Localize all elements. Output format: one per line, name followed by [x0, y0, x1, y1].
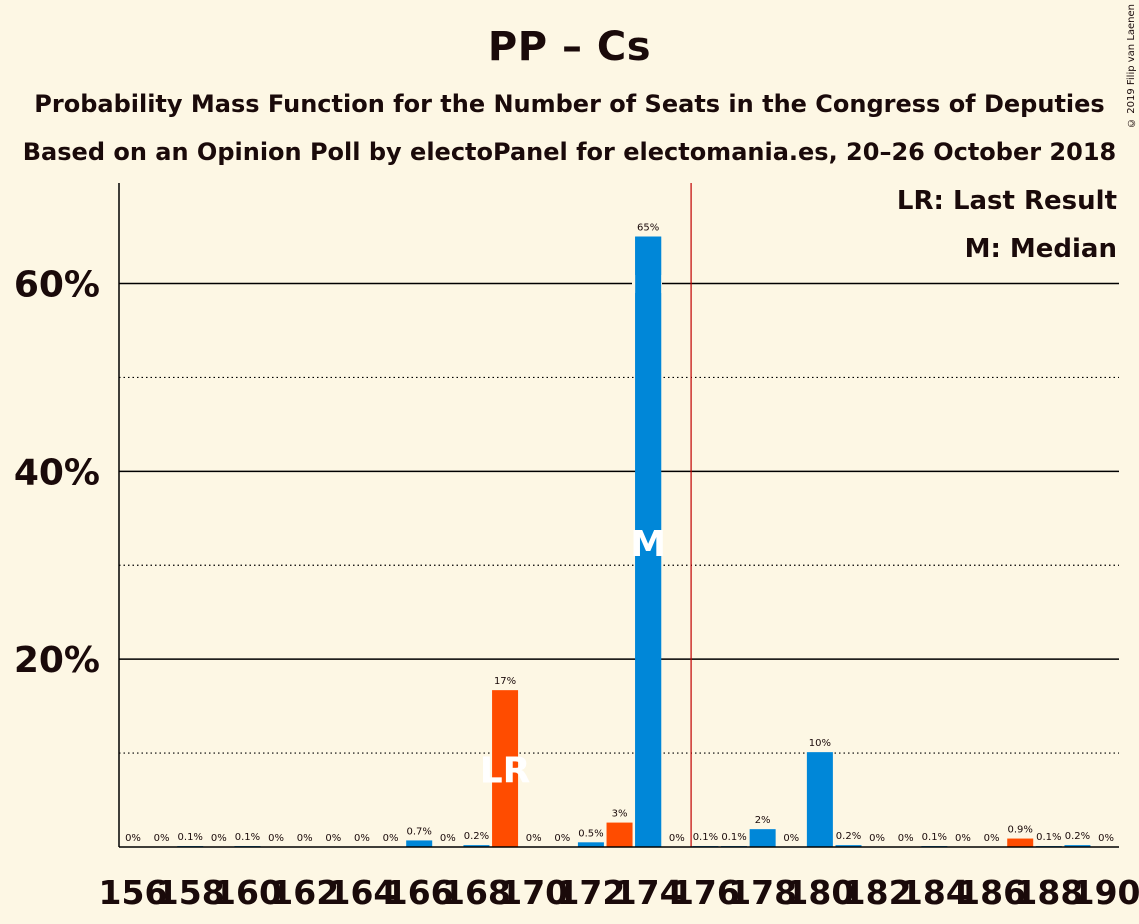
- x-tick-label: 186: [957, 873, 1026, 912]
- chart-title: PP – Cs: [487, 24, 652, 70]
- x-tick-label: 162: [270, 873, 339, 912]
- chart-subtitle-1: Probability Mass Function for the Number…: [34, 90, 1105, 118]
- median-marker: M: [630, 524, 666, 565]
- bar-value-label: 10%: [809, 738, 831, 749]
- bar-value-label: 0.2%: [836, 831, 861, 842]
- bar-value-label: 0%: [669, 833, 685, 844]
- x-tick-label: 182: [843, 873, 912, 912]
- bar-value-label: 0.1%: [922, 832, 947, 843]
- bar-value-label: 0.1%: [1036, 832, 1061, 843]
- x-tick-label: 180: [785, 873, 854, 912]
- bar-seat-178: [749, 829, 776, 847]
- bar-value-label: 0%: [783, 833, 799, 844]
- x-tick-label: 164: [328, 873, 397, 912]
- y-tick-label: 20%: [14, 640, 100, 681]
- bar-value-label: 0%: [1098, 833, 1114, 844]
- x-tick-label: 168: [442, 873, 511, 912]
- bar-value-label: 0.1%: [721, 832, 746, 843]
- bar-value-label: 0%: [955, 833, 971, 844]
- bar-value-label: 2%: [755, 815, 771, 826]
- bar-value-label: 0%: [211, 833, 227, 844]
- bar-value-label: 0%: [354, 833, 370, 844]
- x-tick-label: 160: [213, 873, 282, 912]
- bar-median-seat: [635, 236, 662, 847]
- bar-seat-181: [835, 845, 862, 847]
- bar-value-label: 0%: [383, 833, 399, 844]
- bar-seat-173: [606, 822, 633, 847]
- bar-value-label: 0%: [898, 833, 914, 844]
- bar-value-label: 0.1%: [235, 832, 260, 843]
- bar-value-label: 0%: [554, 833, 570, 844]
- bar-seat-187: [1007, 838, 1034, 847]
- x-tick-label: 178: [728, 873, 797, 912]
- x-tick-label: 172: [556, 873, 625, 912]
- bar-value-label: 0.7%: [406, 826, 431, 837]
- bar-seat-189: [1064, 845, 1091, 847]
- bar-value-label: 17%: [494, 676, 516, 687]
- bar-value-label: 0%: [984, 833, 1000, 844]
- bar-value-label: 0%: [526, 833, 542, 844]
- bar-value-label: 3%: [612, 809, 628, 820]
- x-tick-label: 156: [99, 873, 168, 912]
- bar-value-label: 0.2%: [1065, 831, 1090, 842]
- x-tick-label: 170: [499, 873, 568, 912]
- chart-subtitle-2: Based on an Opinion Poll by electoPanel …: [22, 138, 1117, 166]
- bar-value-label: 0%: [268, 833, 284, 844]
- x-tick-label: 158: [156, 873, 225, 912]
- bar-value-label: 0%: [154, 833, 170, 844]
- bar-value-label: 0.5%: [578, 828, 603, 839]
- bar-value-label: 0.1%: [693, 832, 718, 843]
- bar-value-label: 0%: [440, 833, 456, 844]
- bar-value-label: 0.2%: [464, 831, 489, 842]
- bar-value-label: 0.1%: [178, 832, 203, 843]
- bar-seat-169: [492, 690, 519, 847]
- y-tick-label: 40%: [14, 452, 100, 493]
- bar-seat-180: [806, 752, 833, 847]
- bar-seat-172: [577, 842, 604, 847]
- legend-last-result: LR: Last Result: [897, 186, 1117, 216]
- bar-value-label: 0%: [125, 833, 141, 844]
- last-result-marker: LR: [480, 751, 531, 792]
- bar-value-label: 0%: [869, 833, 885, 844]
- y-tick-label: 60%: [14, 265, 100, 306]
- x-tick-label: 188: [1014, 873, 1083, 912]
- bar-value-label: 0.9%: [1008, 825, 1033, 836]
- x-tick-label: 184: [900, 873, 969, 912]
- bar-seat-166: [406, 840, 433, 847]
- bar-value-label: 65%: [637, 223, 659, 234]
- x-tick-label: 190: [1072, 873, 1139, 912]
- bar-seat-168: [463, 845, 490, 847]
- x-tick-label: 174: [614, 873, 683, 912]
- bar-value-label: 0%: [297, 833, 313, 844]
- x-tick-label: 166: [385, 873, 454, 912]
- legend-median: M: Median: [965, 234, 1117, 264]
- x-tick-label: 176: [671, 873, 740, 912]
- bar-value-label: 0%: [325, 833, 341, 844]
